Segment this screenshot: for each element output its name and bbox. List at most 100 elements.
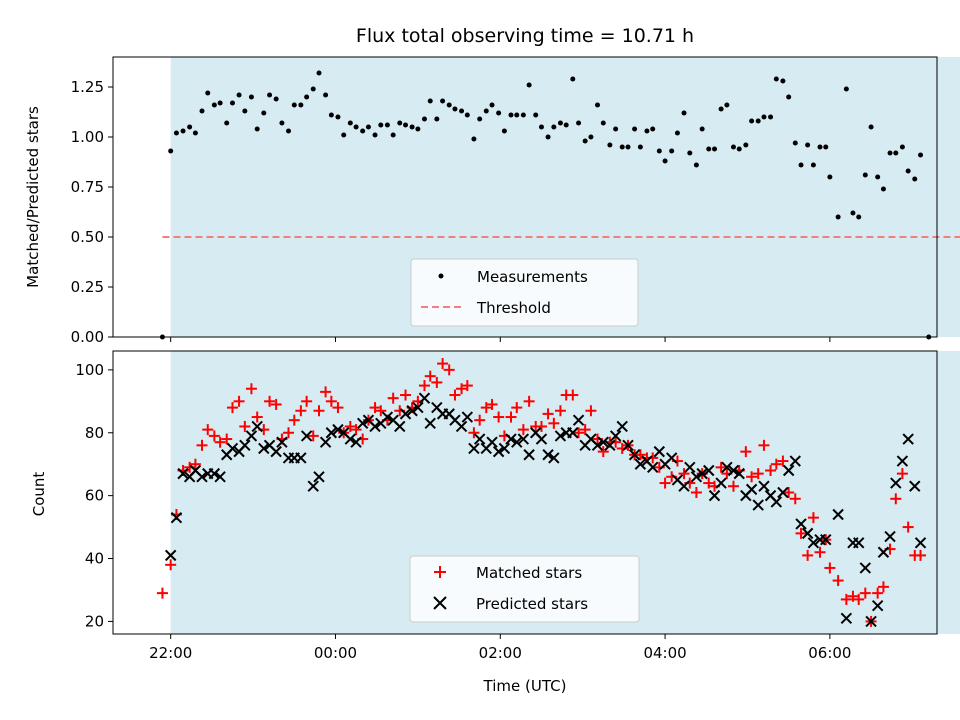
measurement-point-17 bbox=[267, 92, 273, 98]
measurement-point-47 bbox=[452, 106, 458, 112]
matched-star-point-52 bbox=[480, 402, 492, 414]
matched-star-point-15 bbox=[251, 411, 263, 423]
matched-star-point-110 bbox=[840, 593, 852, 605]
measurement-point-12 bbox=[236, 92, 242, 98]
predicted-star-point-99 bbox=[777, 486, 789, 499]
predicted-star-point-65 bbox=[567, 427, 579, 439]
measurement-point-38 bbox=[397, 120, 403, 126]
legend-label-threshold: Threshold bbox=[476, 299, 551, 317]
matched-star-point-31 bbox=[350, 424, 362, 436]
predicted-star-point-15 bbox=[258, 442, 270, 455]
top-y-tick-label-0: 0.00 bbox=[71, 328, 104, 346]
matched-star-point-46 bbox=[443, 364, 455, 376]
predicted-star-point-106 bbox=[820, 533, 832, 546]
matched-star-point-17 bbox=[264, 395, 276, 407]
measurement-point-33 bbox=[365, 124, 371, 130]
predicted-star-point-73 bbox=[616, 420, 628, 433]
bottom-y-ticks: 20 40 60 80 100 bbox=[75, 361, 113, 630]
predicted-star-point-7 bbox=[208, 467, 221, 480]
legend-label-predicted: Predicted stars bbox=[476, 595, 588, 613]
predicted-star-point-10 bbox=[226, 442, 239, 455]
top-y-tick-label-1: 0.25 bbox=[71, 278, 104, 296]
predicted-star-point-101 bbox=[789, 455, 801, 467]
measurement-point-75 bbox=[625, 144, 631, 150]
matched-star-point-0 bbox=[156, 587, 168, 599]
matched-star-point-106 bbox=[814, 546, 826, 558]
predicted-star-point-49 bbox=[468, 442, 480, 455]
x-tick-label-2: 02:00 bbox=[479, 644, 522, 662]
top-y-tick-label-3: 0.75 bbox=[71, 178, 104, 196]
predicted-star-point-83 bbox=[678, 480, 690, 492]
measurement-point-77 bbox=[637, 144, 643, 150]
bottom-y-tick-label-2: 60 bbox=[85, 487, 104, 505]
measurement-point-103 bbox=[798, 162, 804, 168]
bottom-y-tick-label-1: 40 bbox=[85, 550, 104, 568]
predicted-star-point-52 bbox=[486, 436, 498, 448]
predicted-star-point-100 bbox=[782, 464, 795, 477]
matched-star-point-7 bbox=[202, 424, 214, 436]
count-points bbox=[156, 358, 927, 628]
predicted-star-point-58 bbox=[523, 449, 535, 461]
predicted-star-point-48 bbox=[461, 411, 474, 423]
matched-star-point-94 bbox=[740, 446, 752, 458]
matched-star-point-61 bbox=[535, 420, 547, 432]
measurement-point-28 bbox=[335, 114, 341, 120]
measurement-point-117 bbox=[887, 150, 893, 156]
predicted-star-point-35 bbox=[381, 411, 394, 423]
matched-star-point-49 bbox=[461, 380, 473, 392]
matched-star-point-101 bbox=[783, 487, 795, 498]
matched-star-point-35 bbox=[375, 405, 387, 417]
predicted-star-point-115 bbox=[884, 530, 896, 543]
measurement-point-59 bbox=[526, 82, 532, 88]
measurement-point-24 bbox=[310, 86, 316, 92]
matched-star-point-112 bbox=[853, 593, 865, 605]
x-tick-label-1: 00:00 bbox=[314, 644, 357, 662]
matched-star-point-69 bbox=[585, 405, 597, 417]
predicted-star-point-33 bbox=[369, 420, 381, 433]
measurement-point-121 bbox=[912, 176, 918, 182]
measurement-point-68 bbox=[582, 138, 588, 144]
measurement-point-120 bbox=[905, 168, 911, 174]
measurement-point-43 bbox=[427, 98, 433, 104]
predicted-star-point-8 bbox=[214, 471, 226, 483]
matched-star-point-77 bbox=[634, 449, 646, 461]
predicted-star-point-42 bbox=[424, 417, 436, 430]
predicted-star-point-17 bbox=[270, 445, 282, 458]
matched-star-point-102 bbox=[789, 493, 801, 505]
measurement-point-10 bbox=[224, 120, 230, 126]
predicted-star-point-72 bbox=[609, 430, 622, 442]
top-x-ticks bbox=[170, 337, 831, 342]
measurement-point-81 bbox=[662, 158, 668, 164]
predicted-star-point-30 bbox=[350, 436, 362, 448]
measurement-point-86 bbox=[693, 162, 699, 168]
measurement-point-58 bbox=[520, 112, 526, 118]
measurement-point-70 bbox=[595, 102, 601, 108]
matched-star-point-48 bbox=[456, 383, 468, 395]
bottom-y-axis-label: Count bbox=[30, 472, 48, 517]
matched-star-point-90 bbox=[715, 461, 727, 473]
predicted-star-point-114 bbox=[877, 546, 890, 558]
measurement-point-21 bbox=[291, 102, 297, 108]
predicted-star-point-56 bbox=[511, 436, 523, 448]
matched-star-point-108 bbox=[824, 562, 836, 574]
measurement-point-42 bbox=[421, 116, 427, 122]
measurement-point-112 bbox=[856, 214, 862, 220]
legend-marker-measurements bbox=[438, 273, 444, 279]
measurement-point-23 bbox=[304, 94, 310, 100]
predicted-star-point-23 bbox=[307, 480, 319, 492]
predicted-star-point-88 bbox=[708, 489, 721, 502]
predicted-star-point-92 bbox=[733, 467, 745, 480]
predicted-star-point-96 bbox=[758, 480, 770, 492]
predicted-star-point-24 bbox=[313, 471, 325, 483]
predicted-star-point-116 bbox=[890, 477, 902, 489]
measurement-point-65 bbox=[563, 122, 569, 128]
measurement-point-8 bbox=[211, 102, 217, 108]
predicted-star-point-40 bbox=[412, 401, 424, 414]
measurement-point-66 bbox=[570, 76, 576, 82]
matched-star-point-98 bbox=[765, 464, 777, 476]
bottom-y-tick-label-3: 80 bbox=[85, 424, 104, 442]
measurement-point-57 bbox=[514, 112, 520, 118]
measurement-point-20 bbox=[286, 128, 292, 134]
predicted-star-point-38 bbox=[399, 408, 412, 420]
